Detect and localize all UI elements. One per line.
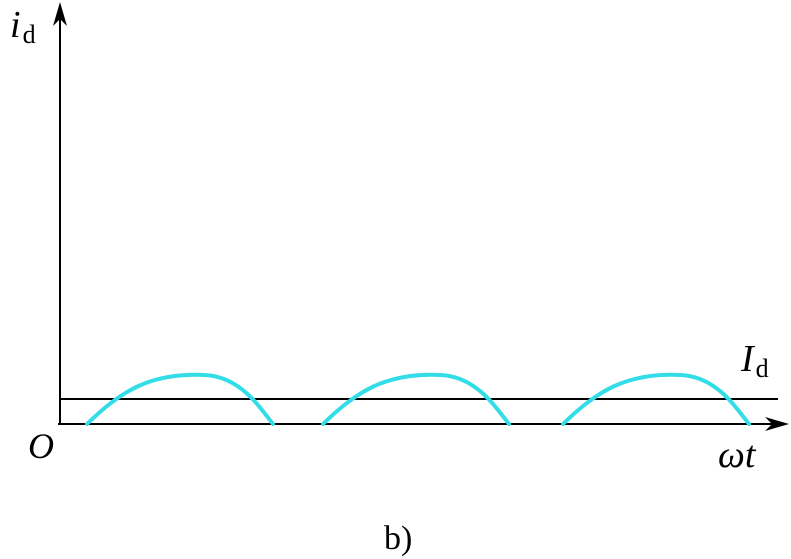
y-axis-arrowhead xyxy=(53,2,67,26)
x-axis-arrowhead xyxy=(765,417,789,431)
current-pulse-2 xyxy=(321,372,511,426)
average-level-label: Id xyxy=(741,338,769,382)
figure-caption: b) xyxy=(384,520,413,557)
average-level-label-main: I xyxy=(741,338,754,380)
current-pulse-1 xyxy=(85,372,275,426)
y-axis-label: id xyxy=(10,4,36,48)
current-pulse-3 xyxy=(561,372,751,426)
origin-label: O xyxy=(28,426,54,466)
average-level-label-subscript: d xyxy=(755,354,769,383)
y-axis-label-subscript: d xyxy=(22,20,36,49)
x-axis-label: ωt xyxy=(718,434,756,476)
y-axis-label-main: i xyxy=(10,4,21,46)
